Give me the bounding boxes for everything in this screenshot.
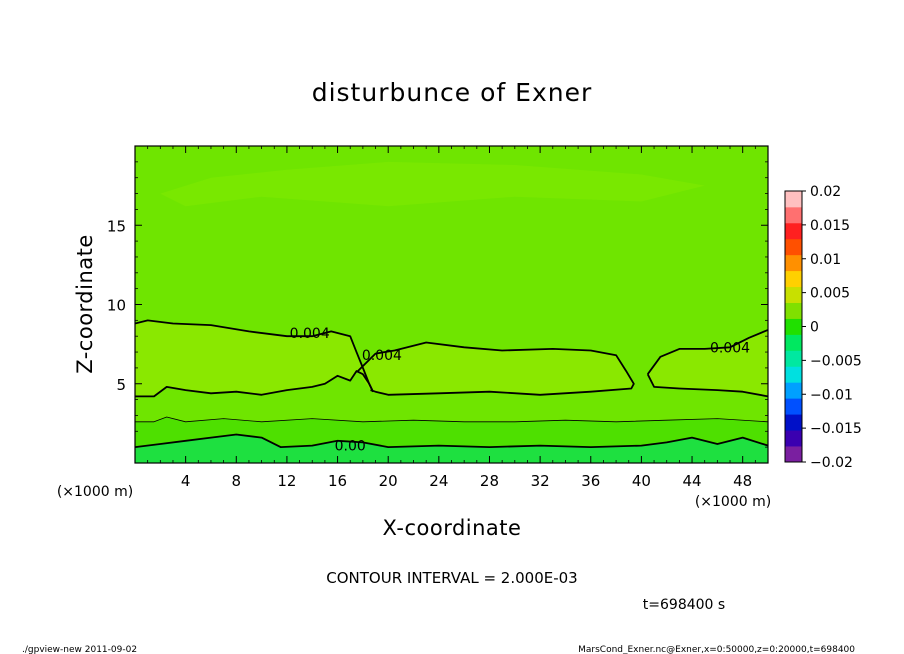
time-text: t=698400 s bbox=[643, 597, 725, 613]
colorbar-label-2: 0.01 bbox=[810, 252, 841, 268]
footer-left: ./gpview-new 2011-09-02 bbox=[22, 645, 137, 654]
contour-line-0 bbox=[135, 319, 374, 393]
x-tick-label-11: 48 bbox=[733, 472, 752, 490]
x-tick-label-1: 8 bbox=[232, 472, 242, 490]
contour-line-3 bbox=[646, 329, 768, 375]
field-lens-left bbox=[135, 320, 373, 397]
colorbar-label-1: 0.015 bbox=[810, 218, 850, 234]
y-tick-label-1: 10 bbox=[107, 297, 126, 315]
colorbar-label-3: 0.005 bbox=[810, 286, 850, 302]
colorbar-segment-16 bbox=[785, 191, 802, 208]
x-tick-label-0: 4 bbox=[181, 472, 191, 490]
x-axis: 4 8 12 16 20 24 28 32 36 40 44 48 bbox=[147, 146, 756, 490]
colorbar-segment-6 bbox=[785, 350, 802, 367]
colorbar-label-5: −0.005 bbox=[810, 353, 862, 369]
colorbar: 0.02 0.015 0.01 0.005 0 −0.005 −0.01 −0.015 −0.0… bbox=[784, 184, 862, 471]
colorbar-segment-11 bbox=[785, 270, 802, 288]
colorbar-label-7: −0.015 bbox=[810, 421, 862, 437]
colorbar-segment-7 bbox=[785, 334, 802, 351]
x-tick-label-9: 40 bbox=[632, 472, 651, 490]
contour-line-2 bbox=[357, 341, 635, 396]
y-axis-label: Z-coordinate bbox=[73, 234, 97, 374]
contour-interval-text: CONTOUR INTERVAL = 2.000E-03 bbox=[326, 569, 577, 587]
contour-label-0: 0.004 bbox=[290, 326, 330, 342]
field-lens-right bbox=[647, 329, 768, 397]
contour-label-2: 0.004 bbox=[710, 340, 750, 356]
x-unit-note-left: (×1000 m) bbox=[57, 484, 133, 500]
contour-line-6 bbox=[135, 433, 768, 448]
colorbar-label-0: 0.02 bbox=[810, 184, 841, 200]
x-unit-note-right: (×1000 m) bbox=[695, 494, 771, 510]
contour-labels: 0.004 0.004 0.004 0.00 bbox=[290, 326, 750, 455]
y-axis: 5 10 15 bbox=[107, 161, 768, 448]
y-tick-label-0: 5 bbox=[116, 376, 126, 394]
contour-field bbox=[135, 146, 768, 463]
contour-label-1: 0.004 bbox=[362, 348, 402, 364]
colorbar-segment-10 bbox=[785, 286, 802, 303]
colorbar-segment-14 bbox=[785, 222, 802, 240]
colorbar-segment-3 bbox=[785, 398, 802, 415]
x-tick-label-5: 24 bbox=[429, 472, 448, 490]
colorbar-segment-13 bbox=[785, 238, 802, 256]
contour-lines bbox=[135, 319, 768, 448]
colorbar-segment-2 bbox=[785, 414, 802, 431]
colorbar-segment-8 bbox=[785, 318, 802, 335]
field-lens-middle bbox=[357, 342, 634, 395]
colorbar-segment-4 bbox=[785, 382, 802, 399]
contour-line-1 bbox=[135, 370, 374, 398]
x-axis-label: X-coordinate bbox=[383, 516, 522, 540]
colorbar-segment-0 bbox=[785, 446, 802, 463]
y-tick-label-2: 15 bbox=[107, 217, 126, 235]
colorbar-label-8: −0.02 bbox=[810, 455, 853, 471]
chart-title: disturbunce of Exner bbox=[312, 78, 593, 107]
x-tick-label-4: 20 bbox=[379, 472, 398, 490]
contour-line-4 bbox=[646, 373, 768, 398]
field-bottom bbox=[135, 434, 768, 463]
colorbar-label-6: −0.01 bbox=[810, 387, 853, 403]
contour-line-5 bbox=[135, 416, 768, 423]
x-tick-label-10: 44 bbox=[682, 472, 701, 490]
footer-right: MarsCond_Exner.nc@Exner,x=0:50000,z=0:20… bbox=[578, 645, 855, 654]
x-tick-label-3: 16 bbox=[328, 472, 347, 490]
field-top-band bbox=[160, 161, 705, 207]
x-tick-label-8: 36 bbox=[581, 472, 600, 490]
colorbar-segment-9 bbox=[785, 302, 802, 319]
x-tick-label-6: 28 bbox=[480, 472, 499, 490]
x-tick-label-2: 12 bbox=[277, 472, 296, 490]
colorbar-segment-12 bbox=[785, 254, 802, 272]
colorbar-segment-1 bbox=[785, 430, 802, 447]
colorbar-label-4: 0 bbox=[810, 320, 819, 336]
x-tick-label-7: 32 bbox=[531, 472, 550, 490]
colorbar-segment-5 bbox=[785, 366, 802, 383]
contour-label-3: 0.00 bbox=[335, 439, 366, 455]
colorbar-segment-15 bbox=[785, 206, 802, 224]
